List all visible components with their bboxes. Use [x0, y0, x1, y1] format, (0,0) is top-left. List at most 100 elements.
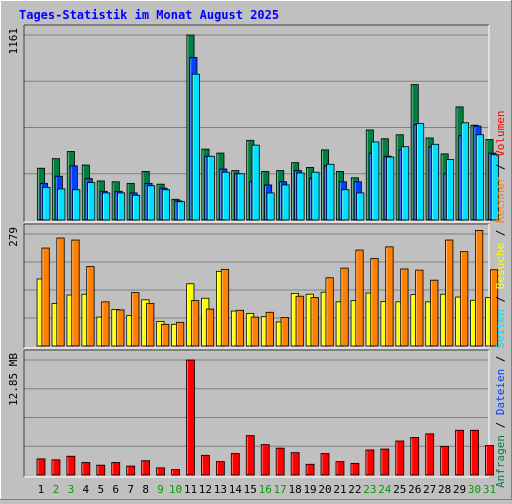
day-label-24: 24 [378, 483, 392, 496]
day-label-26: 26 [408, 483, 421, 496]
bar-sites-day-15 [250, 316, 259, 347]
plot-area [24, 350, 489, 477]
day-label-23: 23 [363, 483, 376, 496]
bar-kbytes-day-10 [171, 469, 180, 476]
legend-separator: / [494, 157, 507, 177]
day-label-6: 6 [112, 483, 119, 496]
day-label-19: 19 [303, 483, 316, 496]
bar-kbytes-day-1 [36, 458, 46, 476]
bar-sites-day-22 [355, 249, 364, 347]
bar-sites-day-8 [146, 303, 155, 347]
bar-kbytes-day-29 [455, 429, 464, 476]
bar-pages-day-20 [326, 163, 335, 221]
day-label-10: 10 [169, 483, 182, 496]
bar-pages-day-3 [72, 189, 81, 221]
bar-sites-day-23 [370, 258, 379, 347]
day-label-16: 16 [259, 483, 272, 496]
legend-pages: Seiten [494, 309, 507, 349]
bar-kbytes-day-18 [290, 452, 300, 476]
legend-text: Anfragen / Dateien / Seiten / Besuche / … [494, 110, 507, 488]
bar-pages-day-16 [266, 192, 275, 221]
bar-sites-day-16 [265, 311, 274, 347]
chart-panels: 1161 279 12.85 MB [7, 24, 499, 478]
bar-kbytes-day-9 [156, 467, 165, 476]
day-label-15: 15 [244, 483, 257, 496]
day-label-5: 5 [97, 483, 104, 496]
day-label-17: 17 [274, 483, 287, 496]
bar-pages-day-30 [475, 134, 484, 221]
bar-kbytes-day-2 [51, 459, 61, 476]
day-label-28: 28 [438, 483, 451, 496]
bar-pages-day-6 [117, 192, 126, 221]
bar-kbytes-day-11 [186, 359, 195, 476]
legend-separator: / [494, 223, 507, 243]
y-max-label: 1161 [7, 28, 20, 55]
bar-pages-day-22 [356, 192, 365, 221]
bar-pages-day-7 [132, 194, 141, 221]
bar-sites-day-26 [415, 269, 424, 347]
bar-sites-day-7 [131, 292, 140, 347]
bar-sites-day-1 [41, 247, 50, 347]
day-label-30: 30 [468, 483, 481, 496]
bar-kbytes-day-28 [440, 445, 450, 476]
bar-pages-day-19 [311, 171, 320, 221]
bar-sites-day-9 [161, 323, 170, 347]
bar-sites-day-3 [71, 239, 80, 347]
y-max-label: 12.85 MB [7, 353, 20, 406]
legend-separator: / [494, 415, 507, 435]
day-label-7: 7 [127, 483, 134, 496]
bar-pages-day-1 [42, 186, 51, 221]
bar-kbytes-day-4 [81, 462, 91, 476]
bar-kbytes-day-30 [470, 429, 479, 476]
bar-kbytes-day-5 [96, 464, 106, 476]
day-axis-labels: 1 2 3 4 5 6 7 8 9 10 11 12 13 14 15 16 17 18 19 20 21 22 23 24 2… [38, 483, 496, 496]
bar-sites-day-30 [475, 229, 484, 347]
bar-kbytes-day-25 [395, 440, 405, 476]
bar-pages-day-18 [296, 172, 305, 221]
bar-sites-day-2 [56, 237, 65, 347]
day-label-11: 11 [184, 483, 197, 496]
day-label-20: 20 [318, 483, 331, 496]
day-label-1: 1 [38, 483, 45, 496]
y-max-label: 279 [7, 227, 20, 247]
bar-pages-day-10 [176, 201, 185, 221]
bar-kbytes-day-6 [111, 462, 121, 476]
bar-pages-day-5 [102, 192, 111, 221]
bar-pages-day-25 [401, 146, 410, 221]
day-label-25: 25 [393, 483, 406, 496]
bar-kbytes-day-16 [260, 444, 270, 476]
bar-kbytes-day-14 [230, 453, 240, 476]
legend-files: Dateien [494, 369, 507, 415]
day-label-4: 4 [83, 483, 90, 496]
bar-kbytes-day-12 [201, 454, 210, 476]
bar-pages-day-15 [251, 144, 260, 221]
bar-sites-day-11 [190, 300, 200, 347]
bar-kbytes-day-23 [365, 449, 375, 476]
bar-pages-day-17 [281, 184, 290, 221]
day-label-3: 3 [68, 483, 75, 496]
bar-pages-day-11 [191, 73, 200, 221]
bar-pages-day-23 [371, 141, 380, 221]
bar-pages-day-27 [431, 143, 440, 221]
series-legend: Anfragen / Dateien / Seiten / Besuche / … [494, 110, 507, 488]
bar-kbytes-day-21 [335, 461, 345, 476]
bar-pages-day-14 [236, 173, 245, 221]
bar-kbytes-day-31 [485, 445, 494, 476]
bar-sites-day-6 [116, 309, 125, 347]
bar-pages-day-12 [206, 155, 215, 221]
legend-kbytes: Volumen [494, 110, 507, 156]
bar-pages-day-29 [460, 122, 469, 221]
bar-kbytes-day-19 [305, 463, 315, 476]
bar-pages-day-9 [161, 189, 170, 221]
bar-sites-day-18 [295, 295, 304, 347]
day-label-27: 27 [423, 483, 436, 496]
bar-pages-day-26 [416, 123, 425, 221]
bar-sites-day-28 [445, 239, 454, 347]
bar-sites-day-21 [340, 267, 349, 347]
bar-kbytes-day-24 [380, 448, 390, 476]
bar-pages-day-21 [341, 189, 350, 221]
bar-sites-day-14 [235, 309, 245, 347]
bar-kbytes-day-26 [410, 437, 420, 476]
